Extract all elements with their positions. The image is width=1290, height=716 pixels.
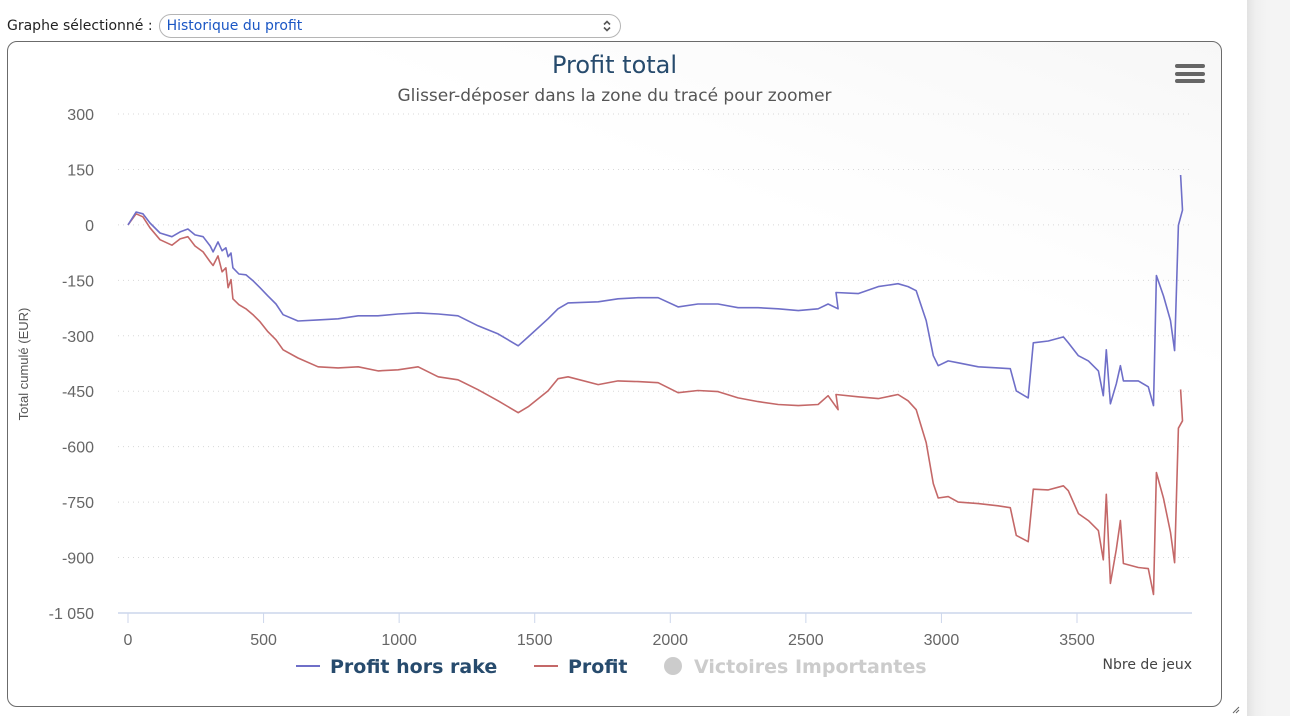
x-tick-label: 2500 (788, 632, 824, 649)
y-tick-label: -150 (62, 273, 94, 290)
x-tick-label: 500 (250, 632, 277, 649)
legend-item-profit[interactable]: Profit (534, 656, 628, 678)
graph-selector-label: Graphe sélectionné : (7, 18, 153, 34)
legend-label: Profit (568, 656, 628, 678)
y-tick-label: 150 (67, 162, 94, 179)
x-tick-label: 1000 (381, 632, 417, 649)
y-tick-label: -900 (62, 551, 94, 568)
legend-label: Profit hors rake (330, 656, 497, 678)
series-line-profit[interactable] (127, 213, 1184, 596)
legend-label: Victoires Importantes (694, 656, 927, 678)
series-line-profit-hors-rake[interactable] (127, 174, 1184, 407)
x-tick-label: 0 (124, 632, 133, 649)
y-tick-label: -750 (62, 495, 94, 512)
graph-select[interactable]: Historique du profit (158, 14, 621, 38)
y-tick-label: -450 (62, 384, 94, 401)
select-updown-icon (600, 18, 615, 33)
y-tick-label: -1 050 (49, 606, 94, 623)
side-panel (1247, 0, 1290, 716)
y-tick-label: 300 (67, 107, 94, 124)
x-tick-label: 3500 (1059, 632, 1095, 649)
legend-item-victoires-importantes[interactable]: Victoires Importantes (664, 656, 927, 678)
graph-select-value: Historique du profit (166, 18, 303, 34)
chart-title: Profit total (551, 51, 678, 79)
y-tick-label: -300 (62, 329, 94, 346)
y-tick-label: 0 (85, 218, 94, 235)
x-axis-label: Nbre de jeux (1103, 657, 1192, 673)
x-tick-label: 3000 (924, 632, 960, 649)
resize-grip-icon[interactable] (1232, 706, 1240, 714)
y-tick-label: -600 (62, 440, 94, 457)
legend-item-profit-hors-rake[interactable]: Profit hors rake (296, 656, 497, 678)
graph-selector-bar: Graphe sélectionné : Historique du profi… (7, 13, 621, 39)
legend-circle-symbol (664, 657, 682, 675)
x-tick-label: 1500 (517, 632, 553, 649)
chart-container: Profit total Glisser-déposer dans la zon… (7, 41, 1222, 707)
y-axis-label: Total cumulé (EUR) (16, 308, 31, 421)
hamburger-menu-icon[interactable] (1175, 64, 1205, 90)
x-tick-label: 2000 (652, 632, 688, 649)
chart-subtitle: Glisser-déposer dans la zone du tracé po… (397, 86, 832, 106)
